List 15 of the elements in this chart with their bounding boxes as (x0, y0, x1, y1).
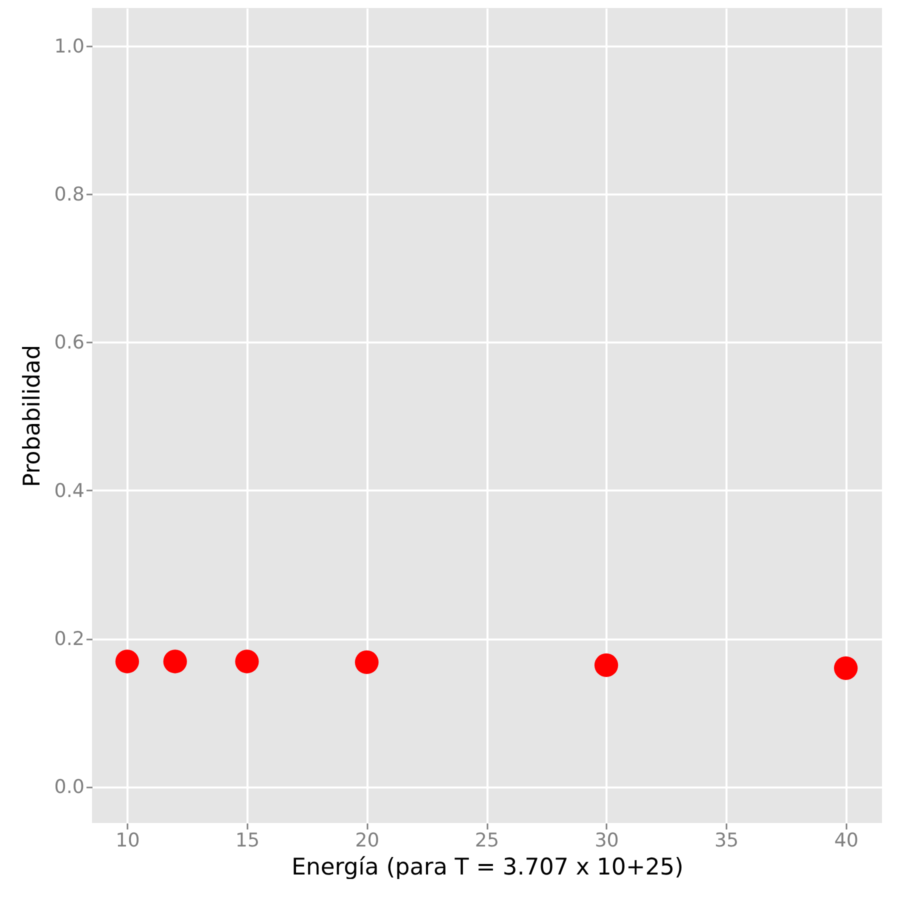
x-tick-label: 10 (116, 830, 140, 852)
x-tick-label: 20 (355, 830, 380, 852)
y-tick-label: 0.8 (54, 183, 84, 206)
y-tick-label: 1.0 (54, 35, 84, 58)
y-tick-label: 0.2 (54, 628, 84, 650)
x-tick-label: 40 (834, 830, 858, 852)
y-tick-label: 0.0 (54, 776, 84, 798)
x-tick-label: 35 (714, 830, 739, 852)
x-tick-label: 25 (474, 830, 500, 852)
y-tick-label: 0.4 (54, 480, 84, 502)
x-axis-title: Energía (para T = 3.707 x 10+25) (291, 854, 684, 880)
x-tick-label: 15 (235, 830, 260, 852)
x-tick-label: 30 (594, 830, 619, 852)
y-axis-title: Probabilidad (19, 344, 46, 488)
y-tick-label: 0.6 (54, 332, 84, 354)
